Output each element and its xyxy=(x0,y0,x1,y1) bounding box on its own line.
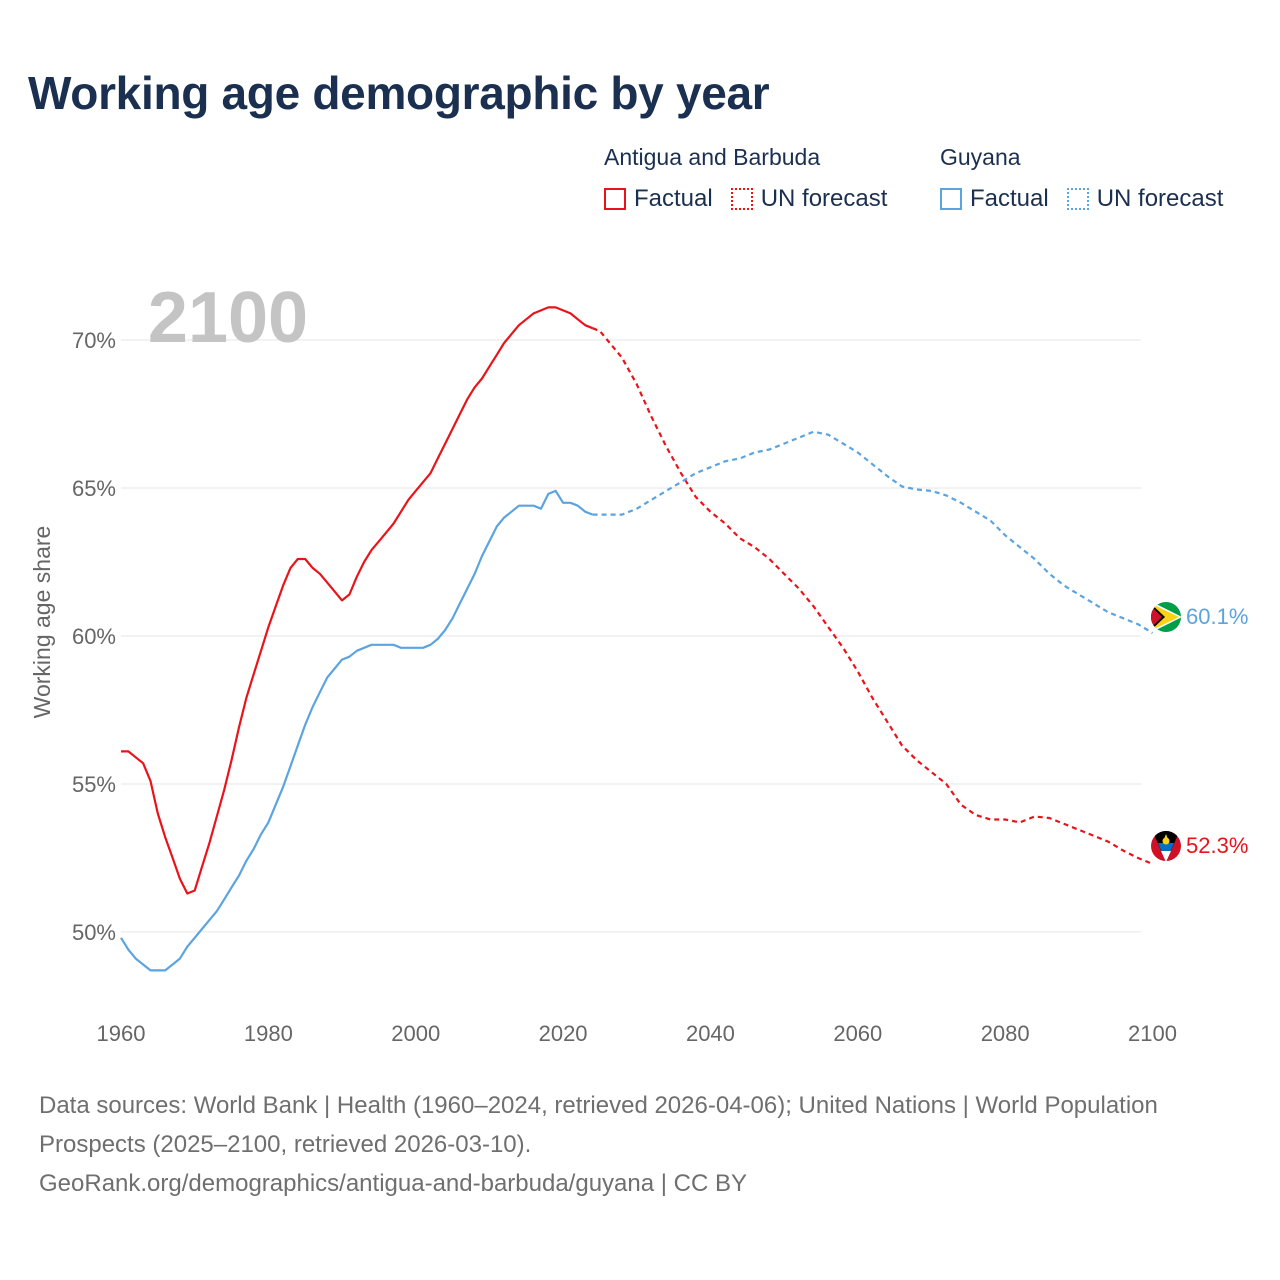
antigua-and-barbuda-forecast-line xyxy=(592,327,1153,865)
x-tick-label: 2060 xyxy=(833,1021,882,1046)
guyana-forecast-line xyxy=(592,430,1154,634)
legend-antigua-forecast[interactable]: UN forecast xyxy=(730,185,888,213)
legend-antigua-factual[interactable]: Factual xyxy=(604,185,713,213)
legend-country-label: Guyana xyxy=(940,144,1021,170)
x-axis-ticks: 1960 1980 2000 2020 2040 2060 2080 2100 xyxy=(97,1021,1177,1046)
legend-country-label: Antigua and Barbuda xyxy=(604,144,821,170)
legend-antigua-and-barbuda: Antigua and Barbuda Factual UN forecast xyxy=(604,144,887,213)
y-tick-label: 65% xyxy=(72,476,116,501)
x-tick-label: 2000 xyxy=(391,1021,440,1046)
y-tick-label: 60% xyxy=(72,624,116,649)
x-tick-label: 2040 xyxy=(686,1021,735,1046)
y-tick-label: 50% xyxy=(72,920,116,945)
legend-forecast-label: UN forecast xyxy=(760,185,888,212)
x-tick-label: 1980 xyxy=(244,1021,293,1046)
chart-title: Working age demographic by year xyxy=(28,67,770,119)
y-axis-ticks: 50% 55% 60% 65% 70% xyxy=(72,328,116,945)
y-tick-label: 70% xyxy=(72,328,116,353)
legend-factual-label: Factual xyxy=(634,185,713,212)
guyana-factual-line xyxy=(120,489,594,972)
footer-sources: Data sources: World Bank | Health (1960–… xyxy=(39,1086,1159,1203)
footer-sources-text: Data sources: World Bank | Health (1960–… xyxy=(39,1092,1158,1158)
guyana-end-value: 60.1% xyxy=(1186,604,1248,629)
guyana-flag xyxy=(1151,602,1181,632)
legend-forecast-label: UN forecast xyxy=(1096,185,1224,212)
footer-attribution: GeoRank.org/demographics/antigua-and-bar… xyxy=(39,1170,747,1197)
legend-guyana-factual[interactable]: Factual xyxy=(940,185,1049,213)
legend-swatch-dotted xyxy=(1066,188,1089,210)
x-tick-label: 2100 xyxy=(1128,1021,1177,1046)
legend-factual-label: Factual xyxy=(970,185,1049,212)
y-tick-label: 55% xyxy=(72,772,116,797)
antigua-end-value: 52.3% xyxy=(1186,833,1248,858)
x-tick-label: 1960 xyxy=(97,1021,146,1046)
legend-swatch-dotted xyxy=(730,188,753,210)
legend-swatch-solid xyxy=(604,188,626,210)
year-watermark: 2100 xyxy=(148,278,308,358)
line-chart: 50% 55% 60% 65% 70% 1960 1980 2000 2020 2040 2060… xyxy=(29,278,1248,1046)
x-tick-label: 2080 xyxy=(981,1021,1030,1046)
legend-guyana: Guyana Factual UN forecast xyxy=(940,144,1223,213)
x-tick-label: 2020 xyxy=(539,1021,588,1046)
series-lines xyxy=(120,306,1154,972)
antigua-and-barbuda-factual-line xyxy=(121,306,594,895)
gridlines xyxy=(121,339,1141,933)
legend-swatch-solid xyxy=(940,188,962,210)
legend-guyana-forecast[interactable]: UN forecast xyxy=(1066,185,1224,213)
antigua-and-barbuda-flag xyxy=(1151,831,1181,861)
y-axis-label: Working age share xyxy=(29,526,55,719)
